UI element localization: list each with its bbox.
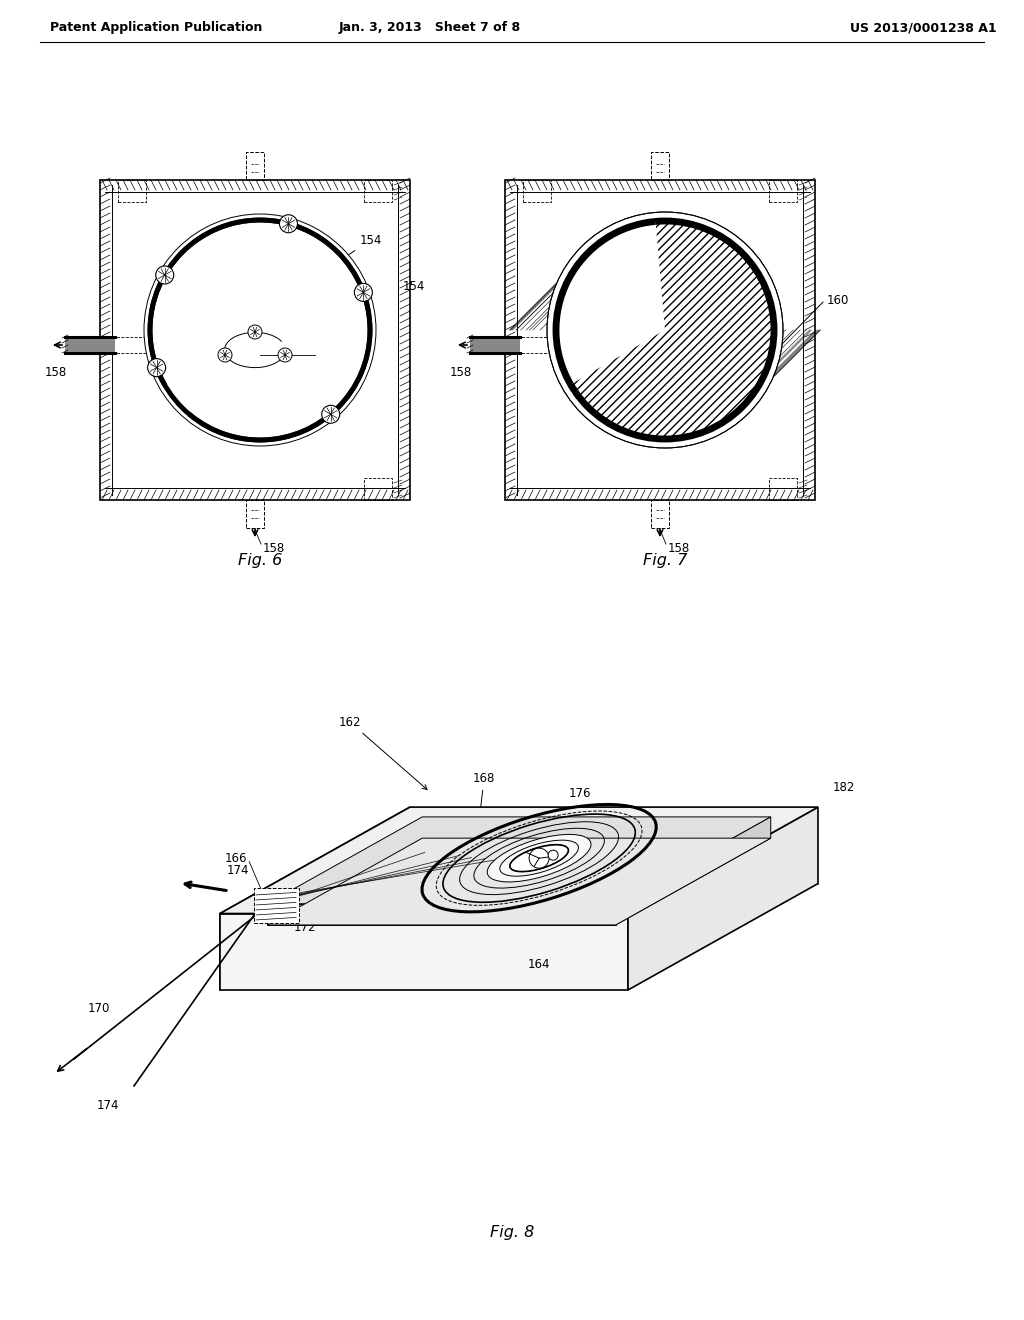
Text: 158: 158 bbox=[450, 367, 472, 380]
Circle shape bbox=[354, 284, 373, 301]
Text: 174: 174 bbox=[96, 1100, 119, 1113]
Polygon shape bbox=[220, 913, 628, 990]
Ellipse shape bbox=[510, 845, 568, 871]
Circle shape bbox=[147, 359, 166, 376]
Circle shape bbox=[322, 405, 340, 424]
Circle shape bbox=[557, 222, 773, 438]
Bar bbox=[523, 180, 551, 202]
Ellipse shape bbox=[518, 849, 560, 867]
Bar bbox=[118, 180, 146, 202]
Text: 154: 154 bbox=[330, 234, 382, 268]
Circle shape bbox=[548, 850, 558, 861]
Polygon shape bbox=[267, 817, 771, 904]
Bar bbox=[651, 152, 669, 180]
Text: 180: 180 bbox=[481, 836, 504, 849]
Bar bbox=[100, 180, 410, 500]
Text: 154: 154 bbox=[402, 280, 425, 293]
Text: 174: 174 bbox=[226, 865, 249, 878]
Polygon shape bbox=[220, 807, 818, 913]
Polygon shape bbox=[220, 807, 410, 990]
Text: Patent Application Publication: Patent Application Publication bbox=[50, 21, 262, 34]
Bar bbox=[470, 337, 520, 352]
Text: Jan. 3, 2013   Sheet 7 of 8: Jan. 3, 2013 Sheet 7 of 8 bbox=[339, 21, 521, 34]
Ellipse shape bbox=[510, 845, 568, 871]
Text: 160: 160 bbox=[827, 293, 849, 306]
Bar bbox=[769, 180, 797, 202]
Text: 162: 162 bbox=[339, 715, 427, 789]
Text: US 2013/0001238 A1: US 2013/0001238 A1 bbox=[850, 21, 996, 34]
Circle shape bbox=[278, 348, 292, 362]
Ellipse shape bbox=[487, 834, 591, 882]
Bar bbox=[364, 180, 392, 202]
Text: 164: 164 bbox=[527, 958, 550, 972]
Circle shape bbox=[156, 267, 174, 284]
Text: 170: 170 bbox=[88, 1002, 111, 1015]
Text: Fig. 6: Fig. 6 bbox=[238, 553, 283, 568]
Text: 158: 158 bbox=[668, 541, 690, 554]
Polygon shape bbox=[628, 807, 818, 990]
Bar bbox=[246, 500, 264, 528]
Text: Fig. 7: Fig. 7 bbox=[643, 553, 687, 568]
Text: 156: 156 bbox=[317, 348, 339, 362]
Circle shape bbox=[280, 215, 297, 232]
Circle shape bbox=[529, 849, 549, 869]
Bar bbox=[246, 152, 264, 180]
Text: 172: 172 bbox=[294, 921, 316, 935]
Bar bbox=[254, 888, 299, 923]
Circle shape bbox=[218, 348, 232, 362]
Circle shape bbox=[248, 325, 262, 339]
Bar bbox=[65, 337, 115, 352]
Polygon shape bbox=[615, 817, 771, 925]
Text: 178: 178 bbox=[580, 878, 602, 890]
Ellipse shape bbox=[500, 840, 579, 876]
Bar bbox=[769, 478, 797, 500]
Text: 158: 158 bbox=[263, 541, 286, 554]
Polygon shape bbox=[267, 904, 615, 925]
Bar bbox=[364, 478, 392, 500]
Text: 168: 168 bbox=[473, 772, 496, 825]
Wedge shape bbox=[557, 222, 665, 384]
Text: 182: 182 bbox=[833, 780, 855, 793]
Bar bbox=[505, 180, 815, 500]
Circle shape bbox=[547, 213, 783, 447]
Polygon shape bbox=[267, 838, 771, 925]
Bar bbox=[651, 500, 669, 528]
Text: Fig. 8: Fig. 8 bbox=[489, 1225, 535, 1239]
Text: 166: 166 bbox=[224, 853, 247, 865]
Circle shape bbox=[144, 214, 376, 446]
Text: 176: 176 bbox=[569, 787, 592, 800]
Text: 158: 158 bbox=[45, 367, 68, 380]
